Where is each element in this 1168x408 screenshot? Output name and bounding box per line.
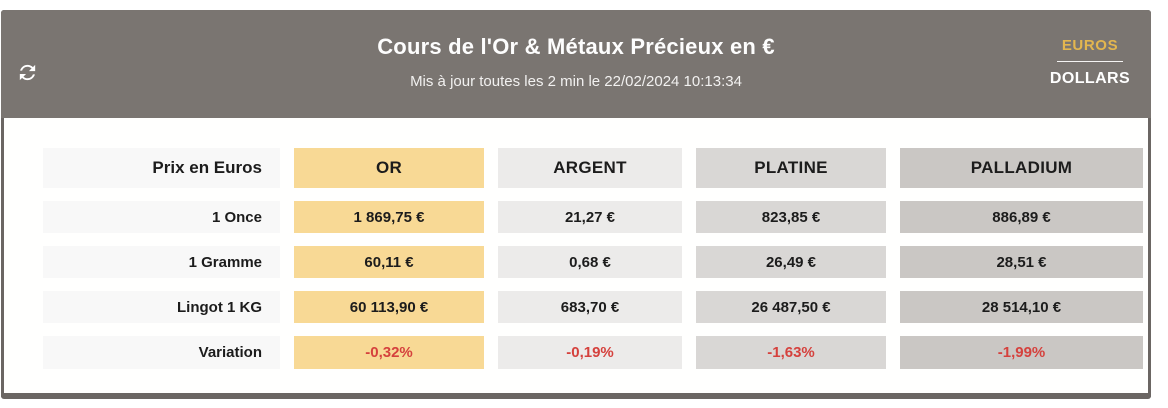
variation-palladium: -1,99% xyxy=(900,336,1143,369)
column-header-argent: ARGENT xyxy=(498,148,682,188)
widget-subtitle: Mis à jour toutes les 2 min le 22/02/202… xyxy=(410,73,742,90)
value-argent-gramme: 0,68 € xyxy=(498,246,682,278)
column-header-platine: PLATINE xyxy=(696,148,886,188)
value-platine-lingot: 26 487,50 € xyxy=(696,291,886,323)
currency-option-dollars[interactable]: DOLLARS xyxy=(1049,70,1131,87)
refresh-icon[interactable] xyxy=(15,60,39,84)
currency-toggle: EUROS DOLLARS xyxy=(1045,37,1135,88)
header-text-block: Cours de l'Or & Métaux Précieux en € Mis… xyxy=(1,34,1151,90)
value-palladium-gramme: 28,51 € xyxy=(900,246,1143,278)
widget-header: Cours de l'Or & Métaux Précieux en € Mis… xyxy=(1,10,1151,118)
row-label-gramme: 1 Gramme xyxy=(43,246,280,278)
row-label-once: 1 Once xyxy=(43,201,280,233)
value-platine-gramme: 26,49 € xyxy=(696,246,886,278)
value-argent-once: 21,27 € xyxy=(498,201,682,233)
variation-or: -0,32% xyxy=(294,336,484,369)
widget-title: Cours de l'Or & Métaux Précieux en € xyxy=(377,34,775,59)
column-header-or: OR xyxy=(294,148,484,188)
variation-platine: -1,63% xyxy=(696,336,886,369)
row-label-lingot: Lingot 1 KG xyxy=(43,291,280,323)
value-palladium-once: 886,89 € xyxy=(900,201,1143,233)
variation-argent: -0,19% xyxy=(498,336,682,369)
value-palladium-lingot: 28 514,10 € xyxy=(900,291,1143,323)
row-label-variation: Variation xyxy=(43,336,280,369)
table-corner-label: Prix en Euros xyxy=(43,148,280,188)
value-or-lingot: 60 113,90 € xyxy=(294,291,484,323)
value-argent-lingot: 683,70 € xyxy=(498,291,682,323)
gold-price-widget: Cours de l'Or & Métaux Précieux en € Mis… xyxy=(1,10,1151,399)
column-header-palladium: PALLADIUM xyxy=(900,148,1143,188)
value-or-gramme: 60,11 € xyxy=(294,246,484,278)
currency-toggle-divider xyxy=(1057,61,1123,62)
value-or-once: 1 869,75 € xyxy=(294,201,484,233)
value-platine-once: 823,85 € xyxy=(696,201,886,233)
price-table: Prix en Euros OR ARGENT PLATINE PALLADIU… xyxy=(4,118,1148,369)
refresh-icon-glyph xyxy=(19,64,35,80)
currency-option-euros[interactable]: EUROS xyxy=(1061,37,1119,54)
